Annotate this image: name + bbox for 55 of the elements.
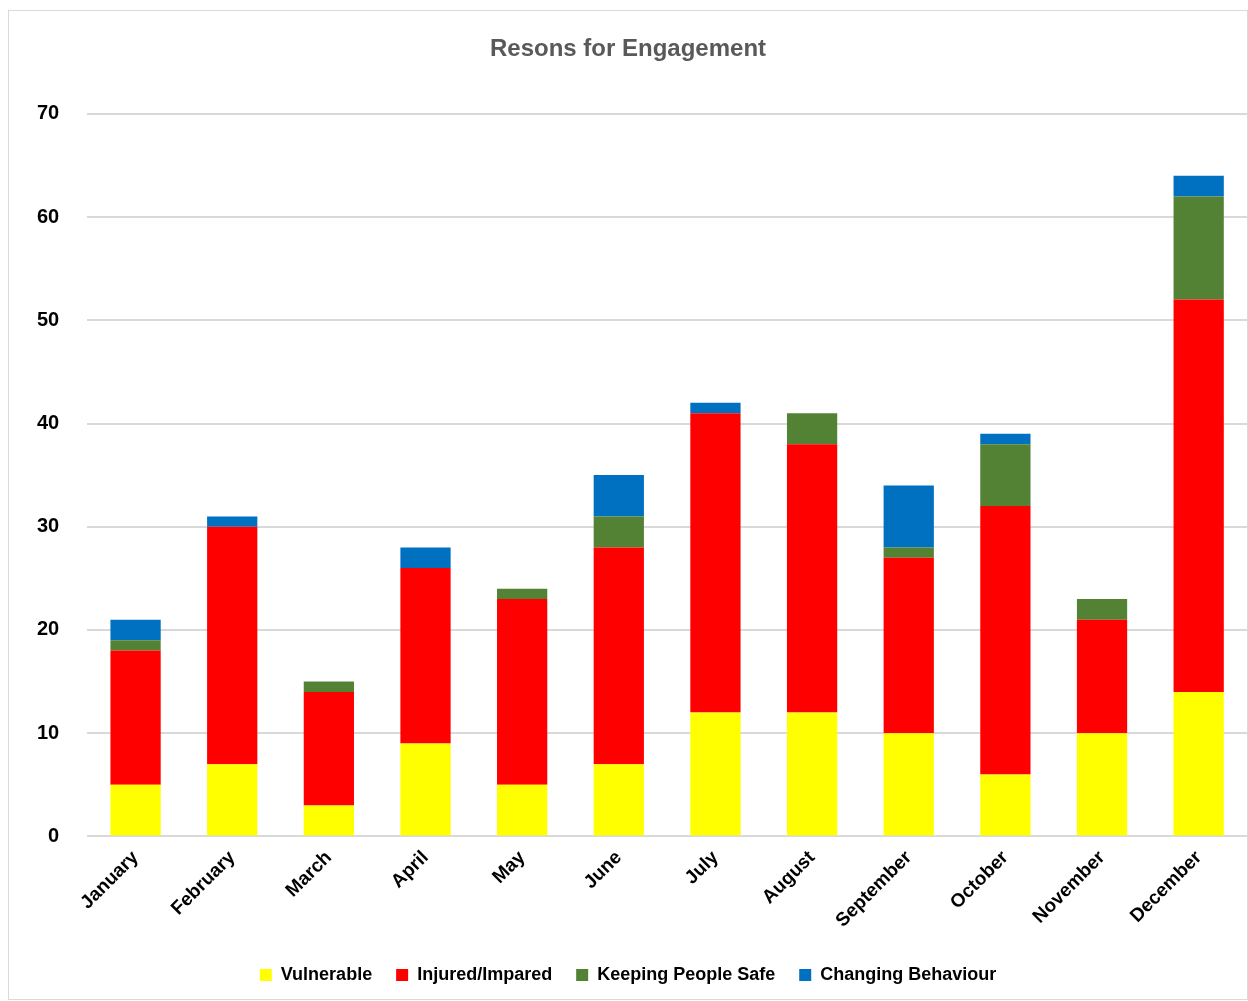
y-tick-label: 40: [37, 411, 60, 434]
y-tick-label: 30: [37, 514, 60, 537]
bar: [497, 599, 548, 785]
bar: [690, 413, 741, 713]
legend-label: Vulnerable: [280, 963, 373, 984]
legend-label: Keeping People Safe: [597, 963, 776, 984]
bar: [593, 764, 644, 836]
bar: [1173, 299, 1224, 692]
bar: [980, 433, 1031, 445]
legend-label: Changing Behaviour: [820, 963, 997, 984]
bar: [593, 547, 644, 765]
bar: [497, 588, 548, 599]
bar: [400, 547, 451, 569]
bar: [786, 413, 838, 445]
bar: [980, 444, 1031, 507]
bar: [303, 681, 354, 692]
bar: [1076, 619, 1128, 734]
bar: [980, 774, 1031, 836]
bar: [400, 743, 451, 836]
y-tick-label: 20: [37, 617, 60, 640]
bar: [1076, 599, 1128, 620]
bar: [690, 712, 741, 836]
y-tick-label: 60: [37, 204, 60, 227]
bar: [303, 805, 354, 836]
bar: [207, 764, 258, 836]
bar: [690, 402, 741, 414]
bar: [1173, 175, 1224, 197]
legend-label: Injured/Impared: [417, 963, 553, 984]
bar: [883, 485, 934, 548]
bar: [110, 640, 161, 651]
bar: [980, 506, 1031, 775]
y-tick-label: 50: [37, 307, 60, 330]
bar: [593, 475, 644, 517]
bar: [497, 784, 548, 836]
bar: [1076, 733, 1128, 836]
y-tick-label: 70: [37, 101, 60, 124]
y-tick-label: 10: [37, 720, 60, 743]
bar: [883, 547, 934, 558]
bar: [786, 712, 838, 836]
bar: [303, 691, 354, 806]
chart-title: Resons for Engagement: [489, 34, 767, 62]
y-tick-label: 0: [48, 823, 60, 846]
bar: [110, 784, 161, 836]
bar: [110, 619, 161, 641]
x-tick-label: May: [487, 845, 529, 888]
bar: [400, 568, 451, 744]
bar: [110, 650, 161, 785]
bar: [593, 516, 644, 548]
bar: [1173, 691, 1224, 836]
bar: [1173, 196, 1224, 300]
bar: [207, 516, 258, 527]
bar: [883, 557, 934, 734]
bar: [207, 526, 258, 765]
bar: [883, 733, 934, 836]
bar: [786, 444, 838, 713]
